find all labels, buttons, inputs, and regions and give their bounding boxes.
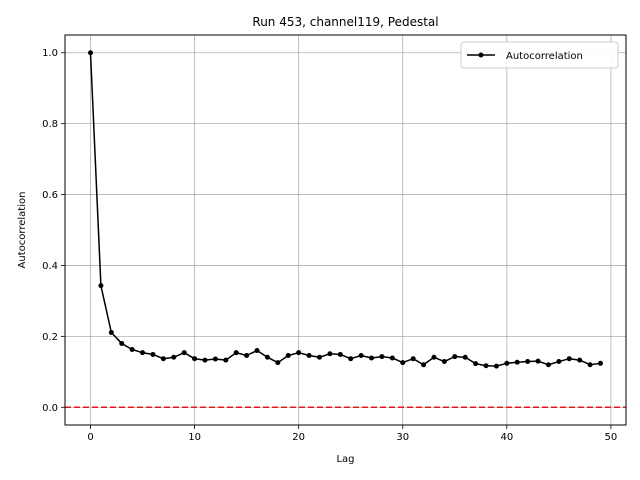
data-point	[296, 350, 302, 356]
x-tick-label: 30	[396, 432, 409, 443]
data-point	[587, 362, 593, 368]
legend-label: Autocorrelation	[506, 51, 583, 62]
x-tick-label: 20	[292, 432, 305, 443]
x-axis-label: Lag	[336, 454, 354, 465]
x-tick-label: 50	[605, 432, 618, 443]
y-tick-label: 0.4	[42, 261, 58, 272]
data-point	[316, 354, 322, 360]
data-point	[150, 351, 156, 357]
data-point	[244, 353, 250, 359]
x-tick-label: 40	[500, 432, 513, 443]
data-point	[358, 353, 364, 359]
legend-box	[460, 41, 619, 69]
tick-layer: 0 10 20 30 40 50 0.0 0.2 0.4 0.6 0.8 1.0	[42, 48, 617, 443]
data-point	[598, 360, 603, 366]
plot-layer	[65, 50, 626, 409]
data-point	[108, 329, 114, 335]
data-point	[566, 356, 572, 362]
data-point	[140, 350, 146, 356]
data-point	[160, 356, 166, 362]
data-point	[98, 283, 104, 289]
data-point	[223, 357, 229, 363]
data-point	[348, 356, 354, 362]
data-point	[202, 357, 208, 363]
data-point	[275, 360, 281, 366]
data-point	[400, 360, 406, 366]
data-point	[212, 356, 218, 362]
data-point	[556, 359, 562, 365]
data-point	[535, 358, 541, 364]
data-point	[306, 353, 312, 359]
grid-layer	[65, 35, 626, 425]
data-point	[545, 362, 551, 368]
data-point	[441, 359, 447, 365]
data-point	[129, 346, 135, 352]
data-point	[389, 355, 395, 361]
y-tick-label: 1.0	[42, 48, 58, 59]
x-tick-label: 10	[188, 432, 201, 443]
data-point	[514, 359, 520, 365]
data-point	[88, 50, 93, 56]
data-point	[119, 340, 125, 346]
data-point	[525, 359, 531, 365]
y-tick-label: 0.2	[42, 332, 58, 343]
data-point	[452, 354, 458, 360]
chart-title: Run 453, channel119, Pedestal	[252, 15, 438, 29]
data-point	[254, 348, 260, 354]
data-point	[369, 355, 375, 361]
y-tick-label: 0.8	[42, 119, 58, 130]
data-point	[264, 354, 270, 360]
legend: Autocorrelation	[460, 41, 619, 69]
data-point	[171, 354, 177, 360]
data-point	[327, 351, 333, 357]
data-point	[410, 356, 416, 362]
data-point	[504, 360, 510, 366]
data-point	[462, 354, 468, 360]
data-point	[181, 350, 187, 356]
data-point	[233, 350, 239, 356]
data-point	[379, 354, 385, 360]
y-axis-label: Autocorrelation	[17, 192, 28, 269]
data-point	[285, 353, 291, 359]
data-point	[577, 357, 583, 363]
y-tick-label: 0.6	[42, 190, 58, 201]
data-point	[483, 363, 489, 369]
data-point	[473, 361, 479, 367]
plot-frame	[64, 34, 627, 426]
legend-marker-sample	[478, 52, 484, 58]
y-tick-label: 0.0	[42, 403, 58, 414]
data-point	[493, 363, 499, 369]
data-point	[431, 354, 437, 360]
data-point	[337, 351, 343, 357]
data-point	[192, 356, 198, 362]
x-tick-label: 0	[87, 432, 93, 443]
data-point	[421, 362, 427, 368]
